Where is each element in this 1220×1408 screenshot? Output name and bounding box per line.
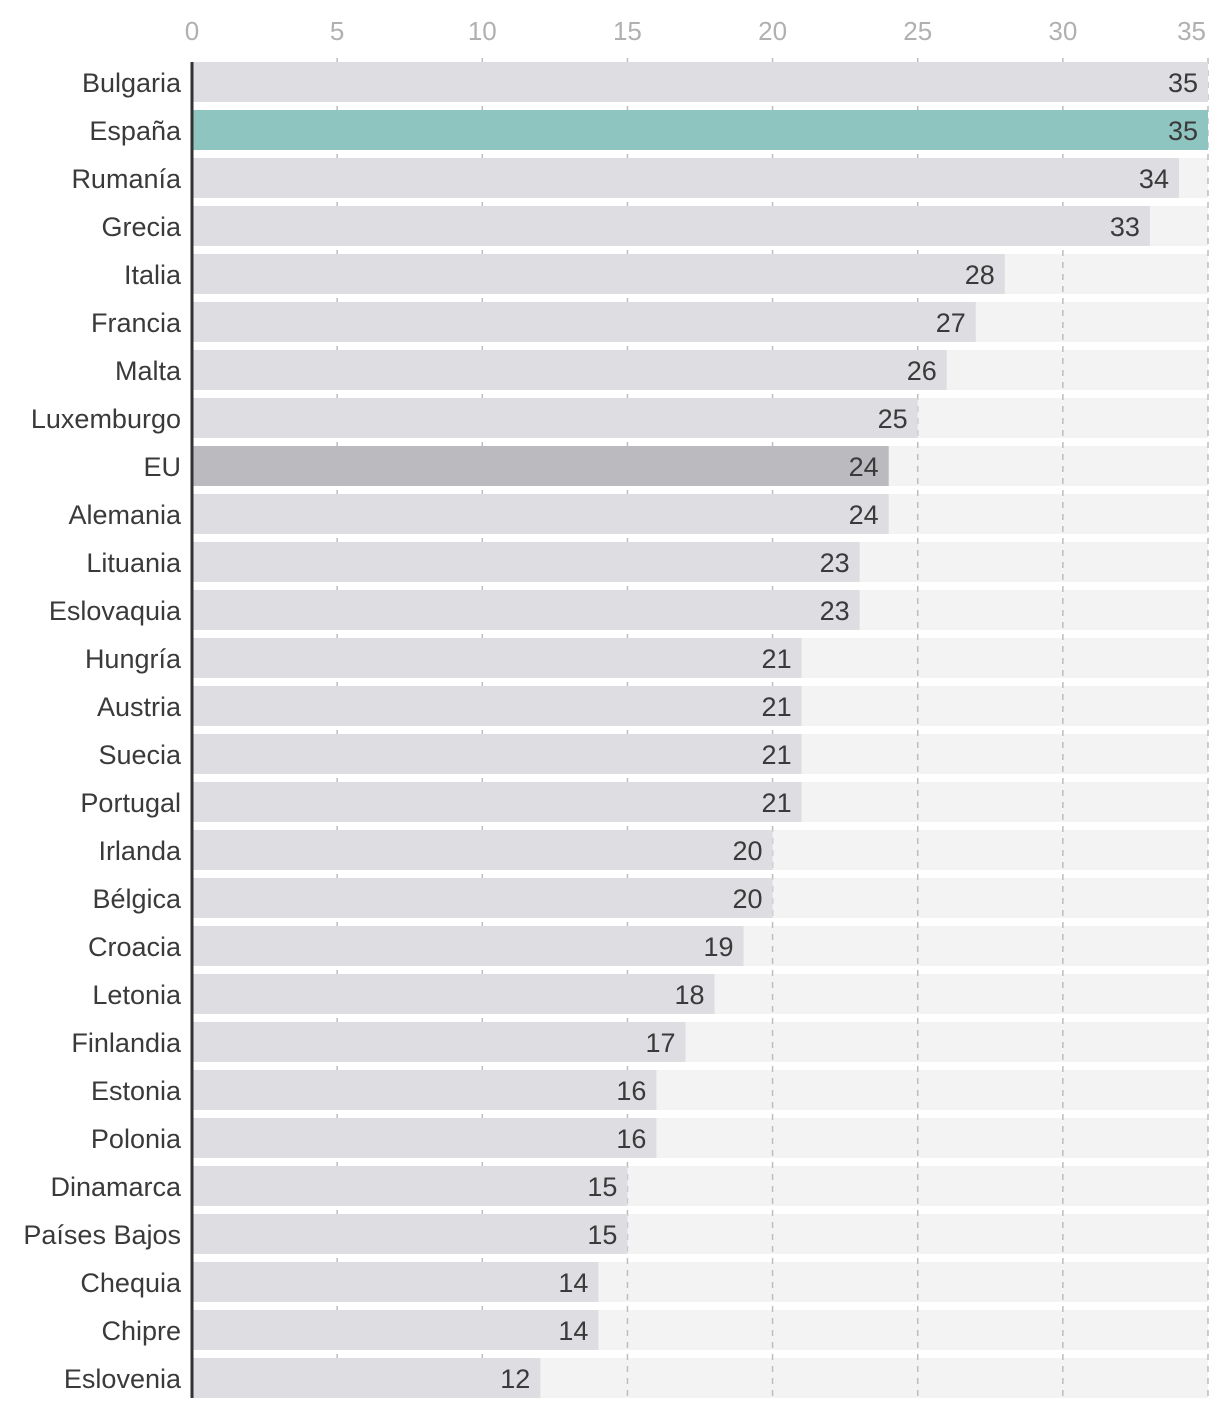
data-label: 35: [1168, 68, 1198, 98]
data-label: 14: [558, 1268, 588, 1298]
bar-chipre: [192, 1310, 599, 1350]
value-label-group: 3535343328272625242423232121212120201918…: [500, 68, 1198, 1394]
data-label: 14: [558, 1316, 588, 1346]
bar-eu: [192, 446, 889, 486]
x-axis-ticks: 0 5 10 15 20 25 30 35: [185, 16, 1206, 46]
data-label: 26: [907, 356, 937, 386]
data-label: 15: [587, 1220, 617, 1250]
data-label: 23: [820, 548, 850, 578]
bar-irlanda: [192, 830, 773, 870]
bar-francia: [192, 302, 976, 342]
category-label: Rumanía: [71, 164, 182, 194]
x-tick-label: 10: [468, 16, 497, 46]
bar-croacia: [192, 926, 744, 966]
bar-finlandia: [192, 1022, 686, 1062]
data-label: 28: [965, 260, 995, 290]
category-label: Suecia: [98, 740, 182, 770]
bar-estonia: [192, 1070, 657, 1110]
data-label: 34: [1139, 164, 1169, 194]
bar-letonia: [192, 974, 715, 1014]
x-tick-label: 30: [1048, 16, 1077, 46]
category-label: Francia: [91, 308, 182, 338]
category-label: Estonia: [91, 1076, 182, 1106]
category-label: Dinamarca: [50, 1172, 182, 1202]
data-label: 16: [616, 1076, 646, 1106]
category-label: Bulgaria: [82, 68, 182, 98]
x-tick-label: 35: [1177, 16, 1206, 46]
data-label: 35: [1168, 116, 1198, 146]
x-tick-label: 20: [758, 16, 787, 46]
bar-bulgaria: [192, 62, 1208, 102]
bar-hungría: [192, 638, 802, 678]
category-label: Malta: [115, 356, 182, 386]
category-label: Eslovenia: [64, 1364, 182, 1394]
x-tick-label: 15: [613, 16, 642, 46]
category-label: Austria: [97, 692, 182, 722]
bar-austria: [192, 686, 802, 726]
bar-lituania: [192, 542, 860, 582]
category-label: Grecia: [101, 212, 182, 242]
data-label: 21: [762, 692, 792, 722]
category-label: Chequia: [80, 1268, 182, 1298]
data-label: 24: [849, 452, 879, 482]
bar-países-bajos: [192, 1214, 628, 1254]
data-label: 21: [762, 644, 792, 674]
data-label: 21: [762, 788, 792, 818]
data-label: 20: [733, 884, 763, 914]
bar-polonia: [192, 1118, 657, 1158]
bar-eslovenia: [192, 1358, 541, 1398]
data-label: 24: [849, 500, 879, 530]
category-label: Letonia: [92, 980, 182, 1010]
bar-rumanía: [192, 158, 1179, 198]
category-label: Lituania: [86, 548, 182, 578]
x-tick-label: 0: [185, 16, 199, 46]
bar-eslovaquia: [192, 590, 860, 630]
bar-alemania: [192, 494, 889, 534]
category-label: EU: [143, 452, 181, 482]
category-label: España: [89, 116, 182, 146]
x-tick-label: 5: [330, 16, 344, 46]
bar-suecia: [192, 734, 802, 774]
data-label: 20: [733, 836, 763, 866]
category-label: Países Bajos: [23, 1220, 181, 1250]
data-label: 25: [878, 404, 908, 434]
data-label: 16: [616, 1124, 646, 1154]
bar-españa: [192, 110, 1208, 150]
bar-dinamarca: [192, 1166, 628, 1206]
category-label: Luxemburgo: [31, 404, 181, 434]
category-label: Italia: [124, 260, 182, 290]
data-label: 15: [587, 1172, 617, 1202]
category-label: Irlanda: [98, 836, 182, 866]
category-label: Eslovaquia: [49, 596, 182, 626]
data-label: 21: [762, 740, 792, 770]
category-label: Hungría: [85, 644, 182, 674]
x-tick-label: 25: [903, 16, 932, 46]
category-label: Finlandia: [71, 1028, 182, 1058]
category-label: Portugal: [80, 788, 181, 818]
bar-group: [192, 62, 1208, 1398]
bar-grecia: [192, 206, 1150, 246]
bar-portugal: [192, 782, 802, 822]
bar-italia: [192, 254, 1005, 294]
data-label: 12: [500, 1364, 530, 1394]
bar-malta: [192, 350, 947, 390]
bar-luxemburgo: [192, 398, 918, 438]
category-label: Polonia: [91, 1124, 182, 1154]
category-label: Bélgica: [92, 884, 182, 914]
data-label: 27: [936, 308, 966, 338]
category-label-group: Bulgaria España Rumanía Grecia Italia Francia…: [23, 68, 182, 1394]
category-label: Alemania: [68, 500, 182, 530]
bar-bélgica: [192, 878, 773, 918]
data-label: 33: [1110, 212, 1140, 242]
category-label: Chipre: [101, 1316, 181, 1346]
data-label: 17: [645, 1028, 675, 1058]
bar-chequia: [192, 1262, 599, 1302]
category-label: Croacia: [88, 932, 182, 962]
data-label: 23: [820, 596, 850, 626]
data-label: 19: [703, 932, 733, 962]
data-label: 18: [674, 980, 704, 1010]
